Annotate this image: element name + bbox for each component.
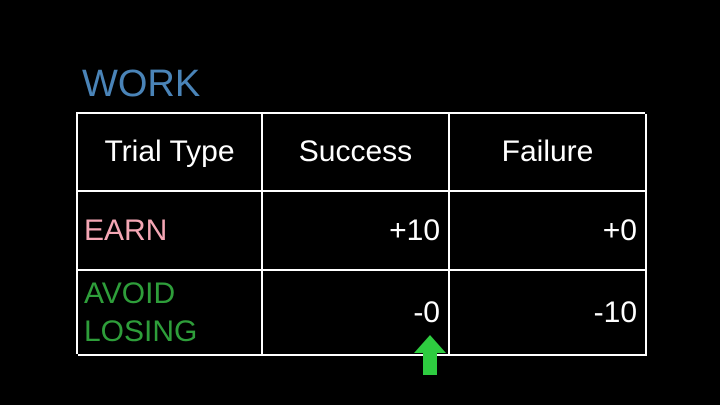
header-trial-type: Trial Type: [78, 114, 263, 192]
row-earn-success: +10: [263, 192, 450, 271]
header-failure: Failure: [450, 114, 647, 192]
row-avoid-type: AVOID LOSING: [78, 271, 263, 356]
row-avoid-success: -0: [263, 271, 450, 356]
header-success: Success: [263, 114, 450, 192]
row-earn-failure: +0: [450, 192, 647, 271]
reward-table: Trial Type Success Failure EARN +10 +0 A…: [76, 112, 647, 356]
row-earn-type: EARN: [78, 192, 263, 271]
row-avoid-failure: -10: [450, 271, 647, 356]
slide-title: WORK: [82, 63, 201, 105]
up-arrow-icon: [414, 335, 446, 375]
